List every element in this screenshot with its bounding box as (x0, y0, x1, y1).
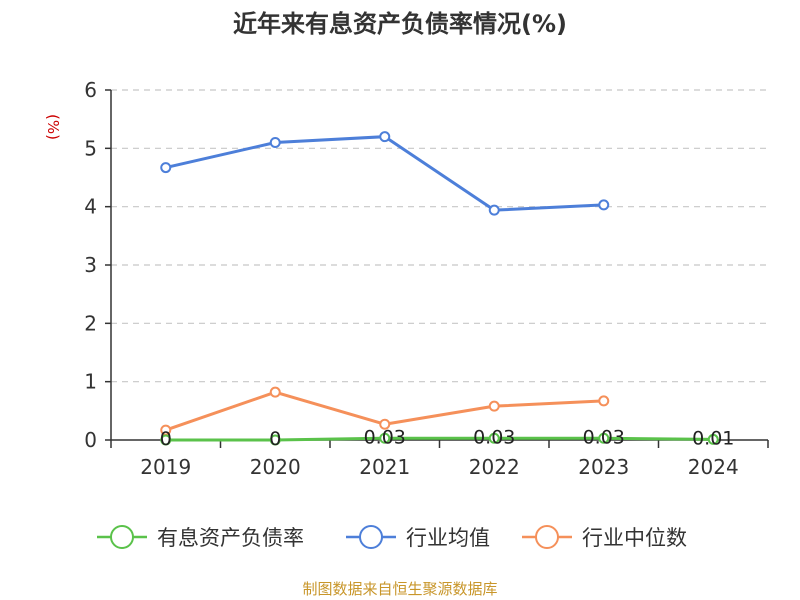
y-tick-label: 6 (84, 78, 97, 102)
data-point (379, 131, 391, 143)
data-point (598, 432, 610, 444)
x-tick-label: 2024 (688, 455, 739, 479)
y-tick-label: 2 (84, 311, 97, 335)
data-point (269, 137, 281, 148)
data-label: 0.03 (473, 426, 515, 448)
data-point (488, 400, 500, 412)
x-tick-label: 2020 (250, 455, 301, 479)
axes: 0 1 2 3 4 5 6 2019 2020 2021 2022 2023 2024 (84, 78, 769, 479)
data-label: 0.03 (364, 426, 406, 448)
legend-item[interactable]: 行业均值 (346, 525, 490, 550)
data-point (160, 434, 172, 446)
grid (111, 89, 768, 383)
data-point (379, 418, 391, 430)
x-tick-label: 2022 (469, 455, 520, 479)
legend-item[interactable]: 有息资产负债率 (97, 525, 304, 550)
legend-marker (359, 525, 383, 549)
legend-label: 有息资产负债率 (157, 526, 304, 550)
y-tick-label: 3 (84, 253, 97, 277)
legend: 有息资产负债率 行业均值 行业中位数 (97, 525, 687, 550)
y-tick-label: 4 (84, 195, 97, 219)
series-line (165, 436, 714, 442)
data-label: 0 (160, 428, 172, 450)
data-point (598, 395, 610, 407)
data-point (379, 432, 391, 444)
legend-label: 行业中位数 (582, 526, 687, 550)
data-point (707, 433, 719, 445)
series-line (165, 135, 604, 212)
x-tick-label: 2019 (140, 455, 191, 479)
x-tick-label: 2023 (578, 455, 629, 479)
x-tick-label: 2021 (359, 455, 410, 479)
y-tick-label: 0 (84, 428, 97, 452)
data-label: 0.03 (583, 426, 625, 448)
chart-title: 近年来有息资产负债率情况(%) (233, 10, 567, 38)
legend-marker (535, 525, 559, 549)
data-labels: 0 0 0.03 0.03 0.03 0.01 (160, 426, 735, 450)
legend-marker (110, 525, 134, 549)
data-point (488, 432, 500, 444)
data-point (269, 386, 281, 398)
data-point (269, 434, 281, 446)
source-note: 制图数据来自恒生聚源数据库 (302, 580, 497, 598)
legend-item[interactable]: 行业中位数 (522, 525, 687, 550)
y-tick-label: 5 (84, 136, 97, 160)
data-label: 0.01 (692, 427, 734, 449)
y-axis-label: (%) (44, 114, 62, 140)
data-label: 0 (269, 428, 281, 450)
legend-label: 行业均值 (406, 526, 490, 550)
data-point (160, 162, 172, 174)
series-layer (160, 131, 719, 446)
y-tick-label: 1 (84, 370, 97, 394)
data-point (488, 204, 500, 216)
data-point (598, 199, 610, 211)
